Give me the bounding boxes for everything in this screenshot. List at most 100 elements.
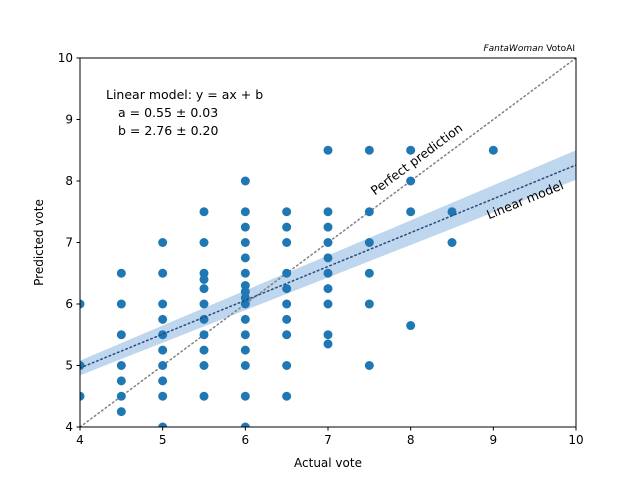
x-tick-label: 6 [242, 433, 250, 447]
x-tick-label: 7 [324, 433, 332, 447]
data-point [199, 274, 209, 284]
data-point [323, 299, 333, 309]
data-point [116, 330, 126, 340]
data-point [199, 314, 209, 324]
data-point [282, 361, 292, 370]
y-tick-label: 8 [65, 174, 73, 188]
data-point [323, 330, 333, 340]
data-point [158, 268, 168, 278]
data-point [282, 284, 292, 294]
y-tick-label: 10 [58, 51, 73, 65]
data-point [364, 207, 374, 217]
data-point [364, 238, 374, 247]
data-point [158, 238, 168, 247]
data-point [240, 281, 250, 291]
axes: 4 5 6 7 8 9 10 4 5 6 7 8 9 10 [58, 51, 584, 447]
x-tick-label: 10 [568, 433, 583, 447]
data-point [364, 268, 374, 278]
data-point [406, 176, 416, 186]
data-point [116, 268, 126, 278]
data-point [240, 268, 250, 278]
data-point [158, 314, 168, 324]
data-point [199, 238, 209, 247]
data-point [199, 330, 209, 340]
y-axis-title: Predicted vote [32, 199, 46, 286]
data-point [199, 207, 209, 217]
brand-italic: FantaWoman [483, 44, 543, 54]
data-point [364, 361, 374, 370]
data-point [116, 361, 126, 370]
data-point [240, 238, 250, 247]
x-tick-label: 9 [490, 433, 498, 447]
y-tick-label: 6 [65, 297, 73, 311]
data-point [406, 321, 416, 331]
data-point [116, 299, 126, 309]
data-point [158, 299, 168, 309]
data-point [323, 284, 333, 294]
y-tick-label: 7 [65, 236, 73, 250]
data-point [488, 145, 498, 155]
data-point [240, 222, 250, 232]
data-point [240, 330, 250, 340]
y-tick-label: 9 [65, 113, 73, 127]
data-point [158, 361, 168, 370]
data-point [158, 391, 168, 401]
data-point [240, 314, 250, 324]
data-point [158, 330, 168, 340]
x-axis-title: Actual vote [294, 456, 362, 470]
data-point [199, 284, 209, 294]
model-param-a: a = 0.55 ± 0.03 [118, 105, 218, 120]
data-point [447, 207, 457, 217]
model-equation: Linear model: y = ax + b [106, 87, 263, 102]
data-point [406, 145, 416, 155]
model-param-b: b = 2.76 ± 0.20 [118, 123, 218, 138]
x-tick-label: 5 [159, 433, 167, 447]
x-tick-label: 4 [76, 433, 84, 447]
data-point [282, 330, 292, 340]
data-point [240, 253, 250, 263]
data-point [282, 314, 292, 324]
data-point [282, 299, 292, 309]
y-tick-label: 4 [65, 420, 73, 434]
data-point [323, 268, 333, 278]
y-tick-label: 5 [65, 359, 73, 373]
brand-plain: VotoAI [543, 44, 575, 54]
data-point [158, 422, 168, 427]
data-point [80, 391, 85, 401]
data-point [282, 238, 292, 247]
data-point [282, 222, 292, 232]
data-point [240, 422, 250, 427]
data-point [240, 391, 250, 401]
data-point [323, 238, 333, 247]
x-tick-label: 8 [407, 433, 415, 447]
data-point [116, 391, 126, 401]
data-point [80, 299, 85, 309]
data-point [158, 376, 168, 386]
data-point [282, 391, 292, 401]
linear-model-line [80, 164, 576, 369]
data-point [116, 407, 126, 417]
data-point [240, 287, 250, 297]
perfect-prediction-label: Perfect prediction [368, 120, 466, 198]
data-point [282, 207, 292, 217]
data-point [364, 145, 374, 155]
data-point [406, 207, 416, 217]
data-point [199, 345, 209, 355]
data-point [199, 361, 209, 370]
data-point [199, 391, 209, 401]
data-point [240, 361, 250, 370]
data-point [158, 345, 168, 355]
data-point [323, 145, 333, 155]
data-point [116, 376, 126, 386]
data-point [323, 207, 333, 217]
data-point [323, 222, 333, 232]
data-point [323, 339, 333, 349]
data-point [199, 299, 209, 309]
data-point [447, 238, 457, 247]
data-point [364, 299, 374, 309]
data-point [240, 345, 250, 355]
data-point [282, 268, 292, 278]
data-point [240, 176, 250, 186]
brand-label: FantaWoman VotoAI [483, 44, 575, 54]
